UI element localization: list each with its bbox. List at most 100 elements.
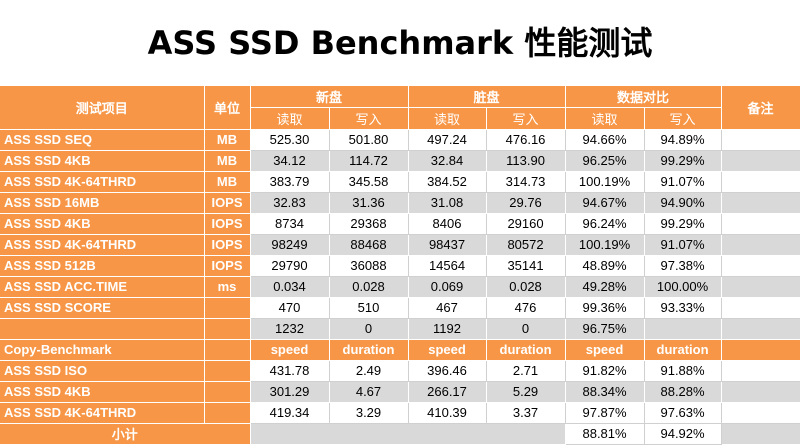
cell-dirty-read: 31.08 — [408, 192, 487, 214]
cell-dirty-read: 32.84 — [408, 150, 487, 172]
cell-compare-read: 49.28% — [565, 276, 645, 298]
subtotal-compare-read: 88.81% — [565, 423, 645, 445]
copy-header-compare-read: speed — [565, 339, 645, 361]
copy-header-new-write: duration — [329, 339, 409, 361]
table-row: ASS SSD 16MB IOPS 32.83 31.36 31.08 29.76 94.6… — [0, 192, 800, 214]
cell-new-write: 0.028 — [329, 276, 409, 298]
row-label: ASS SSD 4K-64THRD — [0, 402, 205, 424]
cell-dirty-write: 0.028 — [486, 276, 566, 298]
cell-new-write: 36088 — [329, 255, 409, 277]
header-new-write: 写入 — [329, 107, 409, 130]
header-remark: 备注 — [721, 86, 800, 130]
cell-compare-read: 100.19% — [565, 171, 645, 193]
cell-remark — [721, 255, 800, 277]
copy-header-remark — [721, 339, 800, 361]
cell-compare-write: 100.00% — [644, 276, 722, 298]
cell-new-read: 525.30 — [250, 129, 330, 151]
cell-remark — [721, 402, 800, 424]
copy-header-dirty-read: speed — [408, 339, 487, 361]
cell-dirty-write: 476 — [486, 297, 566, 319]
cell-compare-read: 94.67% — [565, 192, 645, 214]
header-dirty-write: 写入 — [486, 107, 566, 130]
header-group-dirty: 脏盘 — [408, 86, 566, 108]
header-group-compare: 数据对比 — [565, 86, 722, 108]
header-test-item: 测试项目 — [0, 86, 205, 130]
row-unit: IOPS — [204, 255, 251, 277]
cell-remark — [721, 318, 800, 340]
cell-dirty-read: 1192 — [408, 318, 487, 340]
benchmark-table: 测试项目 单位 新盘 脏盘 数据对比 备注 读取 写入 读取 写入 读取 写入 … — [0, 86, 800, 445]
table-row: ASS SSD SEQ MB 525.30 501.80 497.24 476.16 94.… — [0, 129, 800, 151]
table-row: ASS SSD 4KB IOPS 8734 29368 8406 29160 96.24% 9… — [0, 213, 800, 235]
cell-new-read: 0.034 — [250, 276, 330, 298]
row-label: ASS SSD ISO — [0, 360, 205, 382]
cell-new-write: 345.58 — [329, 171, 409, 193]
cell-new-write: 29368 — [329, 213, 409, 235]
cell-compare-read: 91.82% — [565, 360, 645, 382]
cell-dirty-read: 497.24 — [408, 129, 487, 151]
subtotal-row: 小计 88.81% 94.92% — [0, 423, 800, 445]
cell-remark — [721, 192, 800, 214]
cell-dirty-write: 2.71 — [486, 360, 566, 382]
copy-benchmark-header: Copy-Benchmark speed duration speed duration… — [0, 339, 800, 361]
header-compare-read: 读取 — [565, 107, 645, 130]
cell-compare-read: 97.87% — [565, 402, 645, 424]
row-unit: MB — [204, 129, 251, 151]
table-row: ASS SSD SCORE 470 510 467 476 99.36% 93.33% — [0, 297, 800, 319]
cell-dirty-read: 410.39 — [408, 402, 487, 424]
cell-compare-write: 93.33% — [644, 297, 722, 319]
row-label: ASS SSD ACC.TIME — [0, 276, 205, 298]
cell-dirty-write: 3.37 — [486, 402, 566, 424]
cell-remark — [721, 360, 800, 382]
cell-dirty-read: 266.17 — [408, 381, 487, 403]
cell-dirty-write: 5.29 — [486, 381, 566, 403]
row-label: ASS SSD 4K-64THRD — [0, 234, 205, 256]
cell-new-read: 29790 — [250, 255, 330, 277]
row-label: ASS SSD 4KB — [0, 213, 205, 235]
table-row: 1232 0 1192 0 96.75% — [0, 318, 800, 340]
cell-new-read: 383.79 — [250, 171, 330, 193]
cell-compare-write — [644, 318, 722, 340]
cell-compare-read: 96.75% — [565, 318, 645, 340]
table-row: ASS SSD 4K-64THRD MB 383.79 345.58 384.52 314… — [0, 171, 800, 193]
cell-dirty-read: 0.069 — [408, 276, 487, 298]
cell-new-read: 8734 — [250, 213, 330, 235]
header-dirty-read: 读取 — [408, 107, 487, 130]
header-unit: 单位 — [204, 86, 251, 130]
cell-new-read: 34.12 — [250, 150, 330, 172]
cell-dirty-read: 384.52 — [408, 171, 487, 193]
row-label: ASS SSD 4KB — [0, 150, 205, 172]
cell-compare-read: 94.66% — [565, 129, 645, 151]
cell-dirty-write: 29160 — [486, 213, 566, 235]
cell-compare-write: 94.89% — [644, 129, 722, 151]
cell-compare-write: 99.29% — [644, 213, 722, 235]
cell-dirty-write: 0 — [486, 318, 566, 340]
cell-compare-write: 97.63% — [644, 402, 722, 424]
copy-header-compare-write: duration — [644, 339, 722, 361]
cell-dirty-read: 14564 — [408, 255, 487, 277]
cell-compare-read: 96.25% — [565, 150, 645, 172]
cell-dirty-write: 35141 — [486, 255, 566, 277]
cell-remark — [721, 276, 800, 298]
cell-new-read: 98249 — [250, 234, 330, 256]
cell-dirty-read: 396.46 — [408, 360, 487, 382]
header-compare-write: 写入 — [644, 107, 722, 130]
cell-compare-write: 94.90% — [644, 192, 722, 214]
cell-compare-write: 91.88% — [644, 360, 722, 382]
row-unit — [204, 297, 251, 319]
cell-compare-read: 48.89% — [565, 255, 645, 277]
cell-new-read: 419.34 — [250, 402, 330, 424]
copy-header-new-read: speed — [250, 339, 330, 361]
subtotal-blank — [250, 423, 566, 445]
cell-compare-write: 91.07% — [644, 171, 722, 193]
row-label: ASS SSD 16MB — [0, 192, 205, 214]
cell-compare-read: 100.19% — [565, 234, 645, 256]
table-row: ASS SSD 4KB MB 34.12 114.72 32.84 113.90 96.25… — [0, 150, 800, 172]
cell-remark — [721, 213, 800, 235]
row-label: ASS SSD SEQ — [0, 129, 205, 151]
cell-new-write: 114.72 — [329, 150, 409, 172]
cell-new-read: 470 — [250, 297, 330, 319]
row-unit: MB — [204, 150, 251, 172]
table-row: ASS SSD ACC.TIME ms 0.034 0.028 0.069 0.028 49… — [0, 276, 800, 298]
table-row: ASS SSD 4KB 301.29 4.67 266.17 5.29 88.34% 88.… — [0, 381, 800, 403]
